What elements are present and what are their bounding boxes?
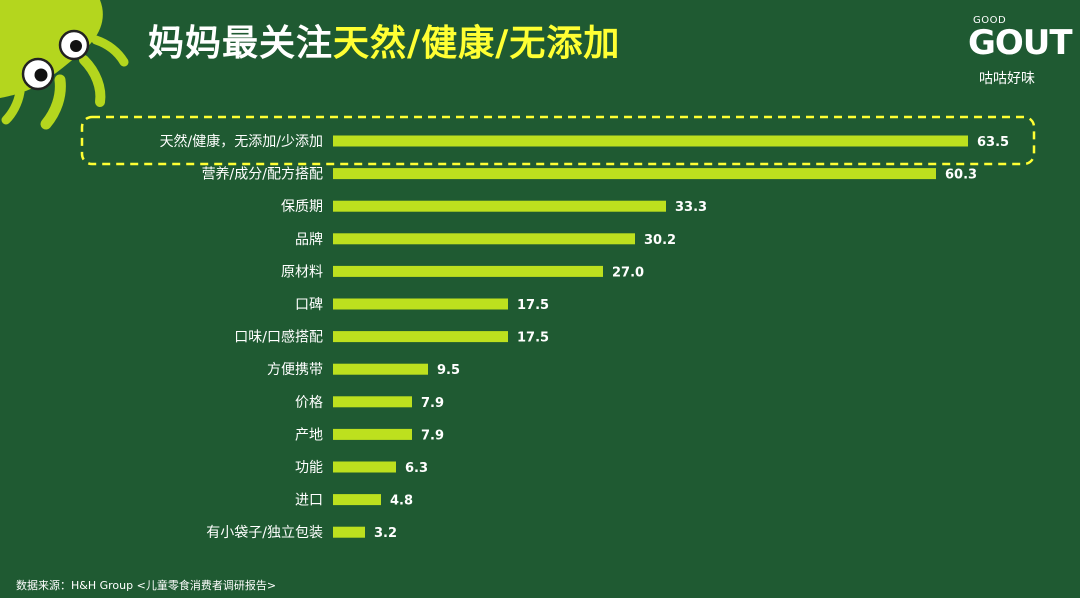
data-label: 7.9	[421, 396, 444, 411]
bar	[333, 168, 936, 180]
data-label: 30.2	[644, 233, 676, 248]
data-label: 6.3	[405, 461, 428, 476]
highlight-box	[80, 115, 1036, 166]
logo-good-text: GOOD	[973, 15, 1007, 26]
data-label: 17.5	[517, 298, 549, 313]
bar	[333, 396, 412, 408]
data-label: 7.9	[421, 428, 444, 443]
category-label: 口碑	[295, 297, 323, 313]
page-title: 妈妈最关注天然/健康/无添加	[148, 14, 620, 66]
brand-logo: GOOD GOUT 咕咕好味	[963, 12, 1075, 92]
category-label: 方便携带	[267, 362, 323, 378]
category-label: 品牌	[295, 231, 323, 248]
bar	[333, 363, 428, 375]
title-part-1: 妈妈最关注	[148, 23, 334, 64]
bar	[333, 200, 666, 212]
mascot-illustration	[0, 0, 129, 130]
category-label: 产地	[295, 427, 323, 443]
bar	[333, 298, 508, 310]
title-part-2-highlight: 天然/健康/无添加	[333, 23, 621, 64]
data-label: 4.8	[390, 494, 413, 509]
data-label: 27.0	[612, 265, 644, 280]
bar	[333, 526, 365, 538]
bar	[333, 428, 412, 440]
logo-chinese-text: 咕咕好味	[979, 71, 1035, 87]
category-label: 营养/成分/配方搭配	[202, 167, 323, 183]
category-label: 进口	[295, 493, 323, 509]
logo-gout-text: GOUT	[968, 23, 1073, 63]
category-label: 有小袋子/独立包装	[206, 525, 323, 541]
source-note: 数据来源：H&H Group <儿童零食消费者调研报告>	[16, 579, 277, 592]
bar	[333, 331, 508, 343]
data-label: 63.5	[977, 135, 1009, 150]
bar	[333, 494, 381, 506]
bar	[333, 233, 635, 245]
category-label: 原材料	[281, 264, 323, 280]
data-label: 3.2	[374, 526, 397, 541]
category-label: 价格	[295, 395, 323, 411]
category-label: 口味/口感搭配	[234, 329, 323, 346]
category-label: 天然/健康，无添加/少添加	[160, 133, 323, 150]
category-label: 功能	[295, 460, 323, 476]
category-label: 保质期	[281, 199, 323, 215]
data-label: 33.3	[675, 200, 707, 215]
bar	[333, 265, 603, 277]
data-label: 9.5	[437, 363, 460, 378]
data-label: 60.3	[945, 168, 977, 183]
bar	[333, 461, 396, 473]
data-label: 17.5	[517, 331, 549, 346]
bar	[333, 135, 968, 147]
